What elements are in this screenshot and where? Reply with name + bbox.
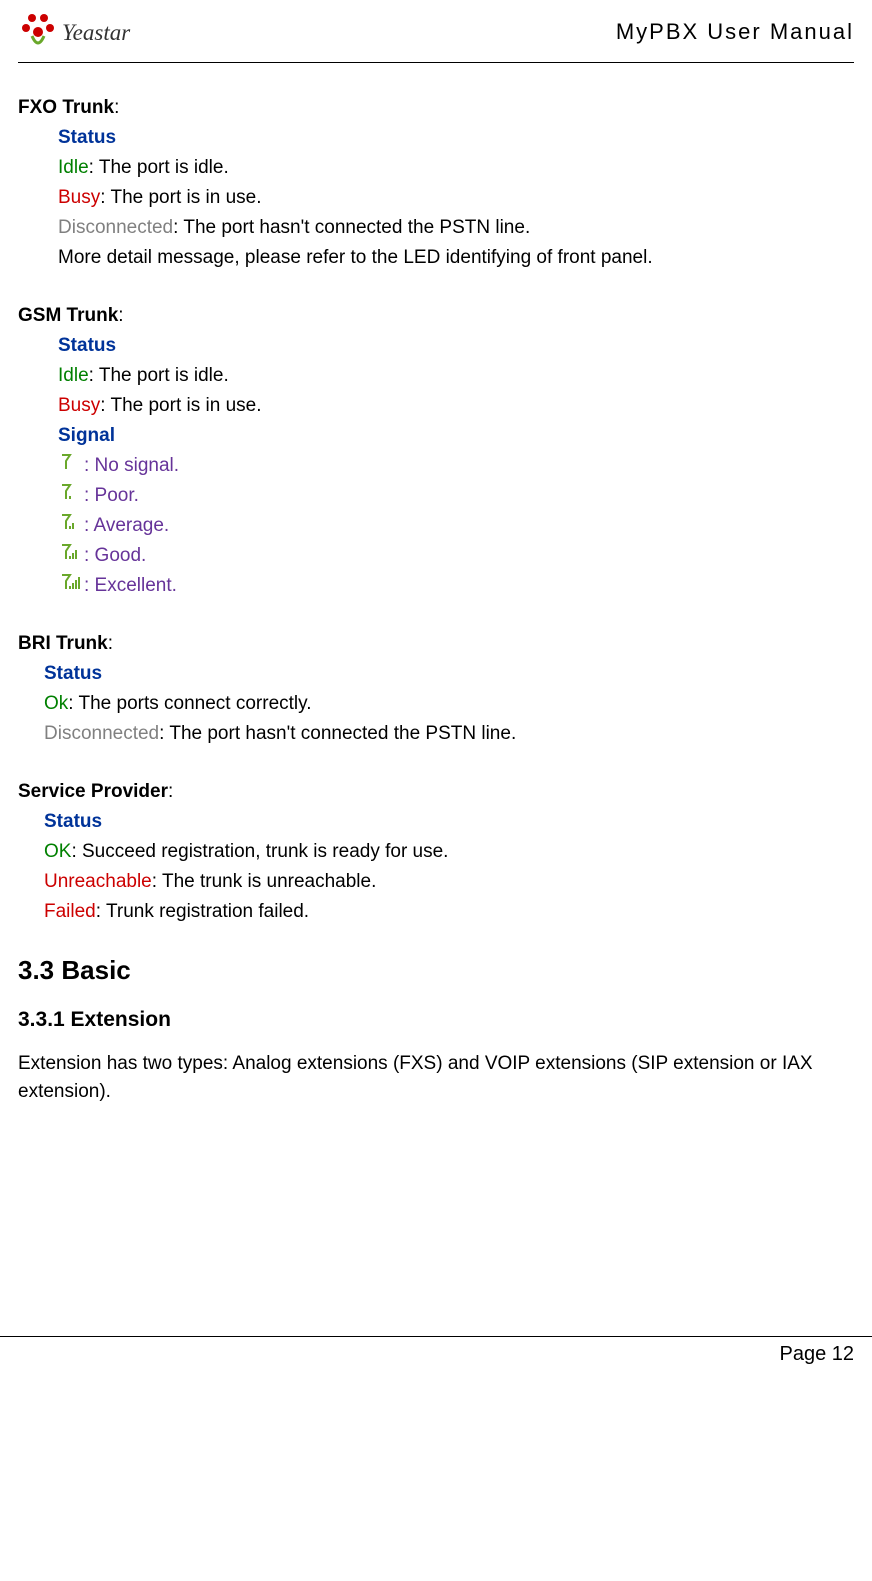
gsm-busy-desc: : The port is in use. (100, 395, 261, 416)
signal-poor-text: : Poor. (84, 481, 139, 511)
sp-failed-desc: : Trunk registration failed. (96, 901, 309, 922)
fxo-busy-desc: : The port is in use. (100, 187, 261, 208)
sp-heading: Service Provider: (18, 777, 854, 807)
signal-good-text: : Good. (84, 541, 146, 571)
svg-text:Yeastar: Yeastar (62, 20, 131, 45)
fxo-busy-label: Busy (58, 187, 100, 208)
bri-ok-desc: : The ports connect correctly. (68, 693, 311, 714)
gsm-busy-row: Busy: The port is in use. (58, 391, 854, 421)
signal-poor-row: : Poor. (58, 481, 854, 511)
fxo-idle-row: Idle: The port is idle. (58, 153, 854, 183)
signal-none-text: : No signal. (84, 451, 179, 481)
gsm-idle-row: Idle: The port is idle. (58, 361, 854, 391)
sp-status-label: Status (44, 807, 854, 837)
bri-heading: BRI Trunk: (18, 629, 854, 659)
sp-title: Service Provider (18, 781, 168, 802)
page-number: Page 12 (0, 1337, 872, 1376)
fxo-busy-row: Busy: The port is in use. (58, 183, 854, 213)
signal-average-text: : Average. (84, 511, 169, 541)
gsm-title: GSM Trunk (18, 305, 118, 326)
sp-failed-row: Failed: Trunk registration failed. (44, 897, 854, 927)
header: Yeastar MyPBX User Manual (18, 10, 854, 62)
signal-none-row: : No signal. (58, 451, 854, 481)
bri-disc-label: Disconnected (44, 723, 159, 744)
gsm-idle-label: Idle (58, 365, 89, 386)
bri-ok-row: Ok: The ports connect correctly. (44, 689, 854, 719)
fxo-idle-label: Idle (58, 157, 89, 178)
signal-excellent-row: : Excellent. (58, 571, 854, 601)
section-3-3-1: 3.3.1 Extension (18, 1008, 854, 1032)
fxo-title: FXO Trunk (18, 97, 114, 118)
fxo-disc-row: Disconnected: The port hasn't connected … (58, 213, 854, 243)
fxo-status-label: Status (58, 123, 854, 153)
fxo-disc-label: Disconnected (58, 217, 173, 238)
sp-ok-label: OK (44, 841, 71, 862)
gsm-busy-label: Busy (58, 395, 100, 416)
bri-disc-desc: : The port hasn't connected the PSTN lin… (159, 723, 516, 744)
signal-good-row: : Good. (58, 541, 854, 571)
sp-unreach-desc: : The trunk is unreachable. (152, 871, 377, 892)
signal-excellent-icon (58, 571, 84, 601)
doc-title: MyPBX User Manual (616, 19, 854, 45)
fxo-disc-desc: : The port hasn't connected the PSTN lin… (173, 217, 530, 238)
bri-title: BRI Trunk (18, 633, 108, 654)
gsm-status-label: Status (58, 331, 854, 361)
bri-status-label: Status (44, 659, 854, 689)
signal-average-icon (58, 511, 84, 541)
sp-ok-desc: : Succeed registration, trunk is ready f… (71, 841, 448, 862)
yeastar-logo-icon: Yeastar (18, 10, 168, 54)
header-divider (18, 62, 854, 63)
signal-excellent-text: : Excellent. (84, 571, 177, 601)
signal-none-icon (58, 451, 84, 481)
gsm-idle-desc: : The port is idle. (89, 365, 229, 386)
sp-ok-row: OK: Succeed registration, trunk is ready… (44, 837, 854, 867)
sp-failed-label: Failed (44, 901, 96, 922)
sp-unreach-row: Unreachable: The trunk is unreachable. (44, 867, 854, 897)
bri-ok-label: Ok (44, 693, 68, 714)
fxo-heading: FXO Trunk: (18, 93, 854, 123)
signal-average-row: : Average. (58, 511, 854, 541)
fxo-idle-desc: : The port is idle. (89, 157, 229, 178)
signal-good-icon (58, 541, 84, 571)
signal-poor-icon (58, 481, 84, 511)
bri-disc-row: Disconnected: The port hasn't connected … (44, 719, 854, 749)
brand-logo: Yeastar (18, 10, 168, 54)
gsm-signal-label: Signal (58, 421, 854, 451)
fxo-note: More detail message, please refer to the… (58, 243, 854, 273)
sp-unreach-label: Unreachable (44, 871, 152, 892)
extension-para: Extension has two types: Analog extensio… (18, 1050, 854, 1106)
gsm-heading: GSM Trunk: (18, 301, 854, 331)
section-3-3: 3.3 Basic (18, 955, 854, 986)
